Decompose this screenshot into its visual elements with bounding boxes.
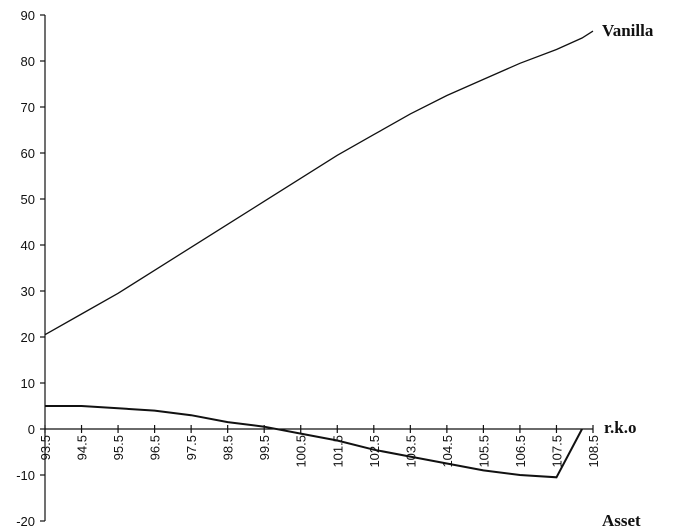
x-tick-label: 103.5 <box>403 435 418 468</box>
x-tick-label: 97.5 <box>184 435 199 460</box>
x-tick-label: 98.5 <box>221 435 236 460</box>
y-tick-label: -20 <box>16 514 35 529</box>
x-tick-label: 94.5 <box>75 435 90 460</box>
x-axis-label: Asset <box>602 511 641 530</box>
y-tick-label: 50 <box>21 192 35 207</box>
x-tick-label: 106.5 <box>513 435 528 468</box>
series-line <box>44 30 594 336</box>
x-tick-label: 104.5 <box>440 435 455 468</box>
y-tick-label: 70 <box>21 100 35 115</box>
y-tick-label: 40 <box>21 238 35 253</box>
x-tick-label: 105.5 <box>476 435 491 468</box>
x-tick-label: 102.5 <box>367 435 382 468</box>
x-tick-label: 100.5 <box>294 435 309 468</box>
x-tick-label: 93.5 <box>38 435 53 460</box>
y-tick-label: 20 <box>21 330 35 345</box>
x-tick-label: 107.5 <box>549 435 564 468</box>
y-tick-label: 80 <box>21 54 35 69</box>
x-tick-label: 96.5 <box>148 435 163 460</box>
x-tick-label: 99.5 <box>257 435 272 460</box>
y-tick-label: 10 <box>21 376 35 391</box>
series-label: r.k.o <box>604 418 636 437</box>
y-tick-label: 30 <box>21 284 35 299</box>
x-tick-label: 108.5 <box>586 435 601 468</box>
series-line <box>45 405 583 479</box>
y-tick-label: 90 <box>21 8 35 23</box>
x-tick-label: 95.5 <box>111 435 126 460</box>
y-tick-label: -10 <box>16 468 35 483</box>
y-tick-label: 60 <box>21 146 35 161</box>
y-tick-label: 0 <box>28 422 35 437</box>
series-label: Vanilla <box>602 21 654 40</box>
x-tick-label: 101.5 <box>330 435 345 468</box>
